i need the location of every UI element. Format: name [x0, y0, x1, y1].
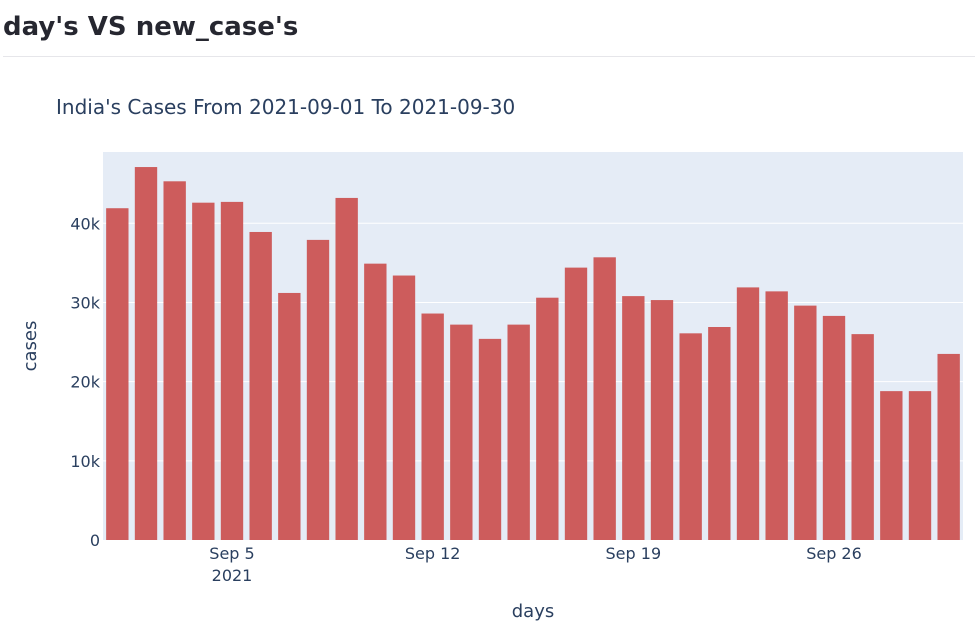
bar [106, 208, 129, 540]
bar [249, 231, 272, 541]
bars [106, 167, 960, 541]
bar [278, 292, 301, 540]
gridlines [103, 222, 963, 462]
bar [736, 287, 760, 540]
heading-divider [3, 56, 975, 57]
bar [851, 334, 874, 540]
bar [421, 313, 444, 540]
bar [163, 181, 186, 541]
bar [622, 296, 645, 540]
bar [908, 391, 932, 540]
x-tick-sublabel: 2021 [212, 566, 253, 585]
bar [765, 291, 788, 540]
y-tick-label: 10k [70, 452, 100, 471]
bar [679, 333, 702, 540]
y-tick-label: 30k [70, 293, 100, 312]
bar [134, 167, 158, 541]
bar [708, 327, 731, 540]
bar [335, 197, 358, 540]
bar [794, 305, 817, 540]
bar [650, 300, 674, 540]
bar [536, 297, 559, 540]
bar [220, 201, 244, 540]
bar [507, 324, 530, 540]
bar [593, 257, 616, 540]
chart-title: India's Cases From 2021-09-01 To 2021-09… [56, 95, 515, 119]
bar [364, 263, 387, 540]
bar [450, 324, 473, 540]
plot-area [103, 152, 963, 540]
y-tick-label: 20k [70, 373, 100, 392]
x-axis-label: days [512, 601, 555, 622]
bar [192, 202, 215, 540]
bar [880, 391, 903, 540]
x-tick-label: Sep 19 [606, 544, 662, 563]
bar [306, 239, 330, 540]
x-axis-ticks: Sep 5 2021 Sep 12 Sep 19 Sep 26 [209, 544, 862, 585]
y-tick-label: 0 [90, 531, 100, 550]
bar [937, 353, 960, 540]
page-heading: day's VS new_case's [3, 12, 299, 42]
bar [564, 267, 588, 540]
bar [478, 338, 502, 540]
x-tick-label: Sep 12 [405, 544, 461, 563]
y-tick-label: 40k [70, 214, 100, 233]
x-tick-label: Sep 5 [209, 544, 254, 563]
bar [392, 275, 416, 540]
x-tick-label: Sep 26 [806, 544, 862, 563]
y-axis-ticks: 0 10k 20k 30k 40k [70, 214, 100, 550]
bar [822, 315, 846, 540]
y-axis-label: cases [20, 321, 41, 372]
